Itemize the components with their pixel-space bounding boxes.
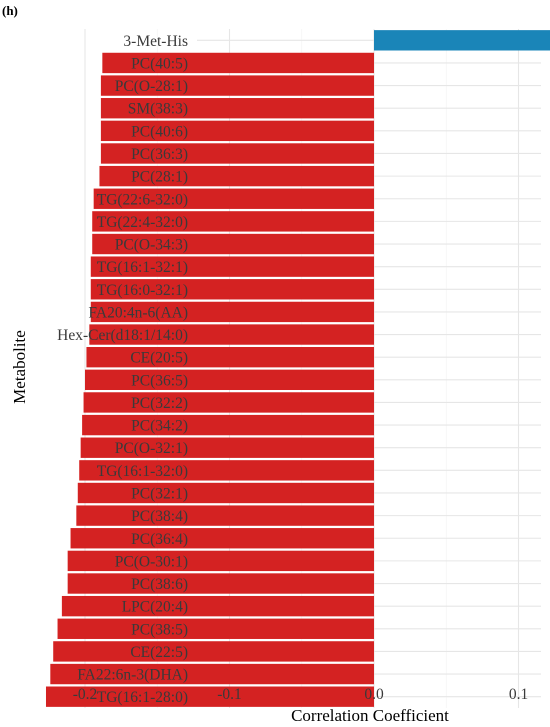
bar: [90, 256, 374, 277]
x-tick-label: 0.1: [509, 686, 528, 703]
bar: [53, 641, 375, 662]
y-tick-label: TG(16:0-32:1): [97, 282, 188, 299]
y-tick-label: PC(32:2): [131, 395, 188, 412]
bars: [45, 30, 550, 707]
bar: [67, 573, 374, 594]
y-tick-label: PC(36:5): [131, 372, 188, 389]
y-tick-label: PC(40:5): [131, 55, 188, 72]
y-tick-label: 3-Met-His: [123, 33, 188, 50]
y-tick-label: PC(O-28:1): [115, 78, 188, 95]
bar: [83, 392, 375, 413]
y-tick-label: TG(16:1-28:0): [97, 689, 188, 706]
y-tick-label: FA20:4n-6(AA): [88, 304, 188, 321]
y-axis-title: Metabolite: [10, 330, 29, 404]
y-tick-label: TG(22:4-32:0): [97, 214, 188, 231]
bar: [79, 460, 374, 481]
x-tick-label: 0.0: [364, 686, 384, 703]
bar: [86, 346, 374, 368]
y-tick-label: PC(36:3): [131, 146, 188, 163]
bar: [76, 505, 374, 526]
x-tick-label: -0.2: [73, 686, 98, 703]
y-tick-label: PC(40:6): [131, 123, 188, 140]
bar: [61, 595, 374, 617]
y-tick-label: TG(16:1-32:1): [97, 259, 188, 276]
y-tick-label: PC(38:4): [131, 508, 188, 525]
bar: [92, 233, 374, 255]
bar: [70, 528, 375, 549]
bar: [89, 324, 375, 345]
bar: [102, 52, 374, 74]
x-tick-labels: -0.2-0.10.00.10.2: [73, 686, 528, 703]
bar: [50, 663, 374, 685]
bar: [45, 686, 375, 707]
bar: [80, 437, 374, 458]
y-tick-label: PC(O-34:3): [115, 237, 188, 254]
bar: [93, 188, 375, 209]
bar: [67, 550, 374, 572]
y-tick-label: PC(36:4): [131, 531, 188, 548]
bar: [82, 414, 375, 436]
y-tick-label: PC(34:2): [131, 418, 188, 435]
y-tick-label: TG(22:6-32:0): [97, 191, 188, 208]
y-tick-label: PC(O-32:1): [115, 440, 188, 457]
x-axis-title: Correlation Coefficient: [291, 706, 449, 725]
bar: [100, 143, 375, 164]
bar: [57, 618, 375, 639]
y-tick-label: TG(16:1-32:0): [97, 463, 188, 480]
y-tick-label: CE(22:5): [130, 644, 188, 661]
y-tick-label: PC(38:5): [131, 621, 188, 638]
bar: [90, 301, 374, 323]
x-tick-label: -0.1: [217, 686, 242, 703]
bar: [374, 30, 550, 51]
bar: [100, 120, 375, 142]
y-tick-label: LPC(20:4): [122, 599, 188, 616]
y-tick-label: PC(O-30:1): [115, 553, 188, 570]
bar: [92, 211, 374, 232]
panel-label: (h): [2, 3, 18, 18]
y-tick-label: PC(32:1): [131, 485, 188, 502]
y-tick-labels: 3-Met-His PC(40:5) PC(O-28:1) SM(38:3) PC(40…: [57, 33, 188, 706]
bar: [100, 75, 375, 96]
y-tick-label: FA22:6n-3(DHA): [77, 667, 188, 684]
y-tick-label: PC(28:1): [131, 169, 188, 186]
y-tick-label: CE(20:5): [130, 350, 188, 367]
bar: [100, 98, 375, 119]
y-tick-label: SM(38:3): [128, 101, 188, 118]
y-tick-label: PC(38:6): [131, 576, 188, 593]
y-tick-label: Hex-Cer(d18:1/14:0): [57, 327, 188, 344]
bar: [85, 369, 374, 391]
bar: [99, 165, 374, 187]
bar: [77, 482, 375, 504]
bar: [90, 279, 374, 300]
